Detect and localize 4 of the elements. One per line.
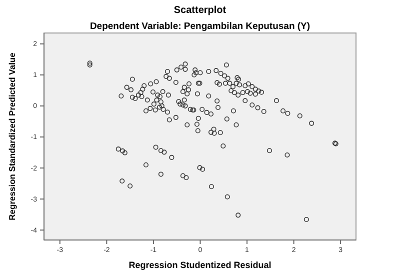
x-axis-title: Regression Studentized Residual <box>128 260 272 270</box>
y-axis-title: Regression Standardized Predicted Value <box>7 52 17 220</box>
chart-title: Scatterplot <box>174 5 227 16</box>
chart-subtitle: Dependent Variable: Pengambilan Keputusan (Y) <box>90 21 310 32</box>
